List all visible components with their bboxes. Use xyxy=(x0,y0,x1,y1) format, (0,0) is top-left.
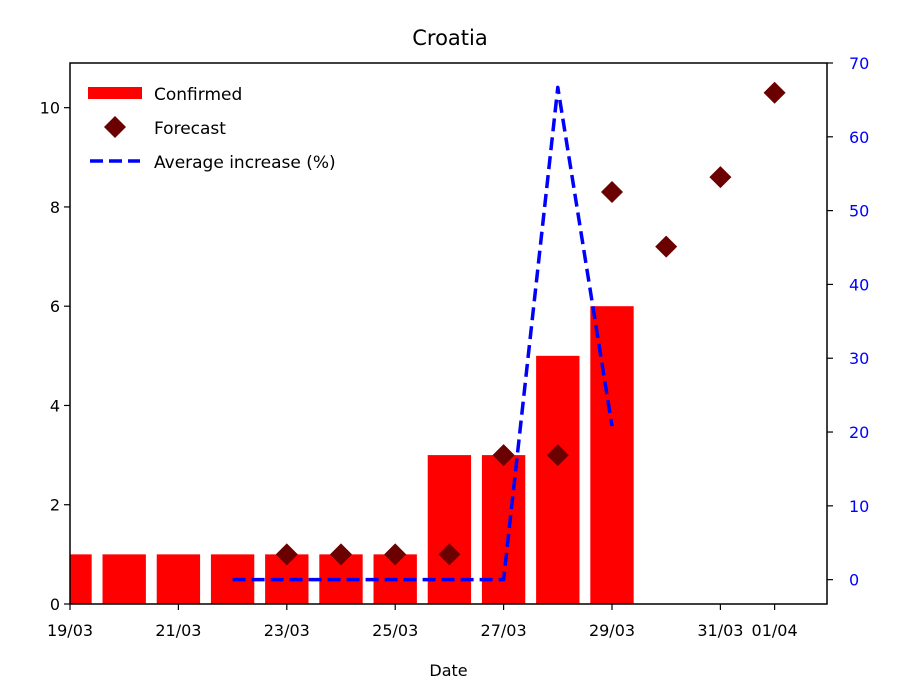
forecast-marker xyxy=(384,543,407,566)
forecast-markers-layer xyxy=(275,81,786,566)
legend-label-forecast: Forecast xyxy=(154,119,226,139)
legend-label-average: Average increase (%) xyxy=(154,153,336,173)
average-increase-line xyxy=(232,85,614,582)
x-axis: 19/03 21/03 23/03 25/03 27/03 29/03 31/03 01/04 xyxy=(47,604,798,640)
confirmed-bar xyxy=(156,554,201,604)
line-layer xyxy=(232,85,614,582)
y-right-tick-label: 10 xyxy=(849,497,869,516)
x-tick-label: 31/03 xyxy=(697,621,743,640)
y-left-tick-label: 10 xyxy=(40,99,60,118)
y-right-tick-label: 50 xyxy=(849,202,869,221)
y-left-tick-label: 2 xyxy=(50,496,60,515)
forecast-marker xyxy=(763,81,786,104)
y-right-tick-label: 60 xyxy=(849,128,869,147)
confirmed-bar xyxy=(590,306,634,604)
x-tick-label: 25/03 xyxy=(372,621,418,640)
x-tick-label: 29/03 xyxy=(589,621,635,640)
x-tick-label: 23/03 xyxy=(264,621,310,640)
y-left-tick-label: 8 xyxy=(50,198,60,217)
forecast-marker xyxy=(492,444,515,467)
forecast-marker xyxy=(601,181,623,204)
confirmed-bar xyxy=(481,455,526,604)
legend-label-confirmed: Confirmed xyxy=(154,85,242,105)
y-axis-left: 0 2 4 6 8 10 xyxy=(40,99,70,614)
confirmed-bar xyxy=(536,355,580,604)
chart-title: Croatia xyxy=(412,26,488,50)
confirmed-bar xyxy=(102,554,146,604)
forecast-marker xyxy=(709,166,732,189)
confirmed-bar xyxy=(70,554,92,604)
y-right-tick-label: 70 xyxy=(849,54,869,73)
forecast-marker xyxy=(546,444,569,467)
forecast-marker xyxy=(330,543,352,566)
x-tick-label: 21/03 xyxy=(155,621,201,640)
forecast-marker xyxy=(438,543,461,566)
legend-swatch-confirmed xyxy=(88,87,142,99)
x-tick-label: 19/03 xyxy=(47,621,93,640)
legend: Confirmed Forecast Average increase (%) xyxy=(88,85,336,173)
y-right-tick-label: 30 xyxy=(849,349,869,368)
y-right-tick-label: 40 xyxy=(849,275,869,294)
forecast-marker xyxy=(655,235,678,258)
y-left-tick-label: 4 xyxy=(50,396,60,415)
legend-swatch-forecast xyxy=(104,116,126,138)
y-right-tick-label: 20 xyxy=(849,423,869,442)
x-tick-label: 01/04 xyxy=(752,621,798,640)
y-left-tick-label: 0 xyxy=(50,595,60,614)
x-axis-label: Date xyxy=(429,661,467,680)
confirmed-bar xyxy=(427,455,472,604)
x-tick-label: 27/03 xyxy=(481,621,527,640)
forecast-marker xyxy=(275,543,298,566)
plot-frame xyxy=(69,62,828,605)
y-axis-right: 0 10 20 30 40 50 60 70 xyxy=(827,54,869,590)
y-right-tick-label: 0 xyxy=(849,571,859,590)
y-left-tick-label: 6 xyxy=(50,297,60,316)
